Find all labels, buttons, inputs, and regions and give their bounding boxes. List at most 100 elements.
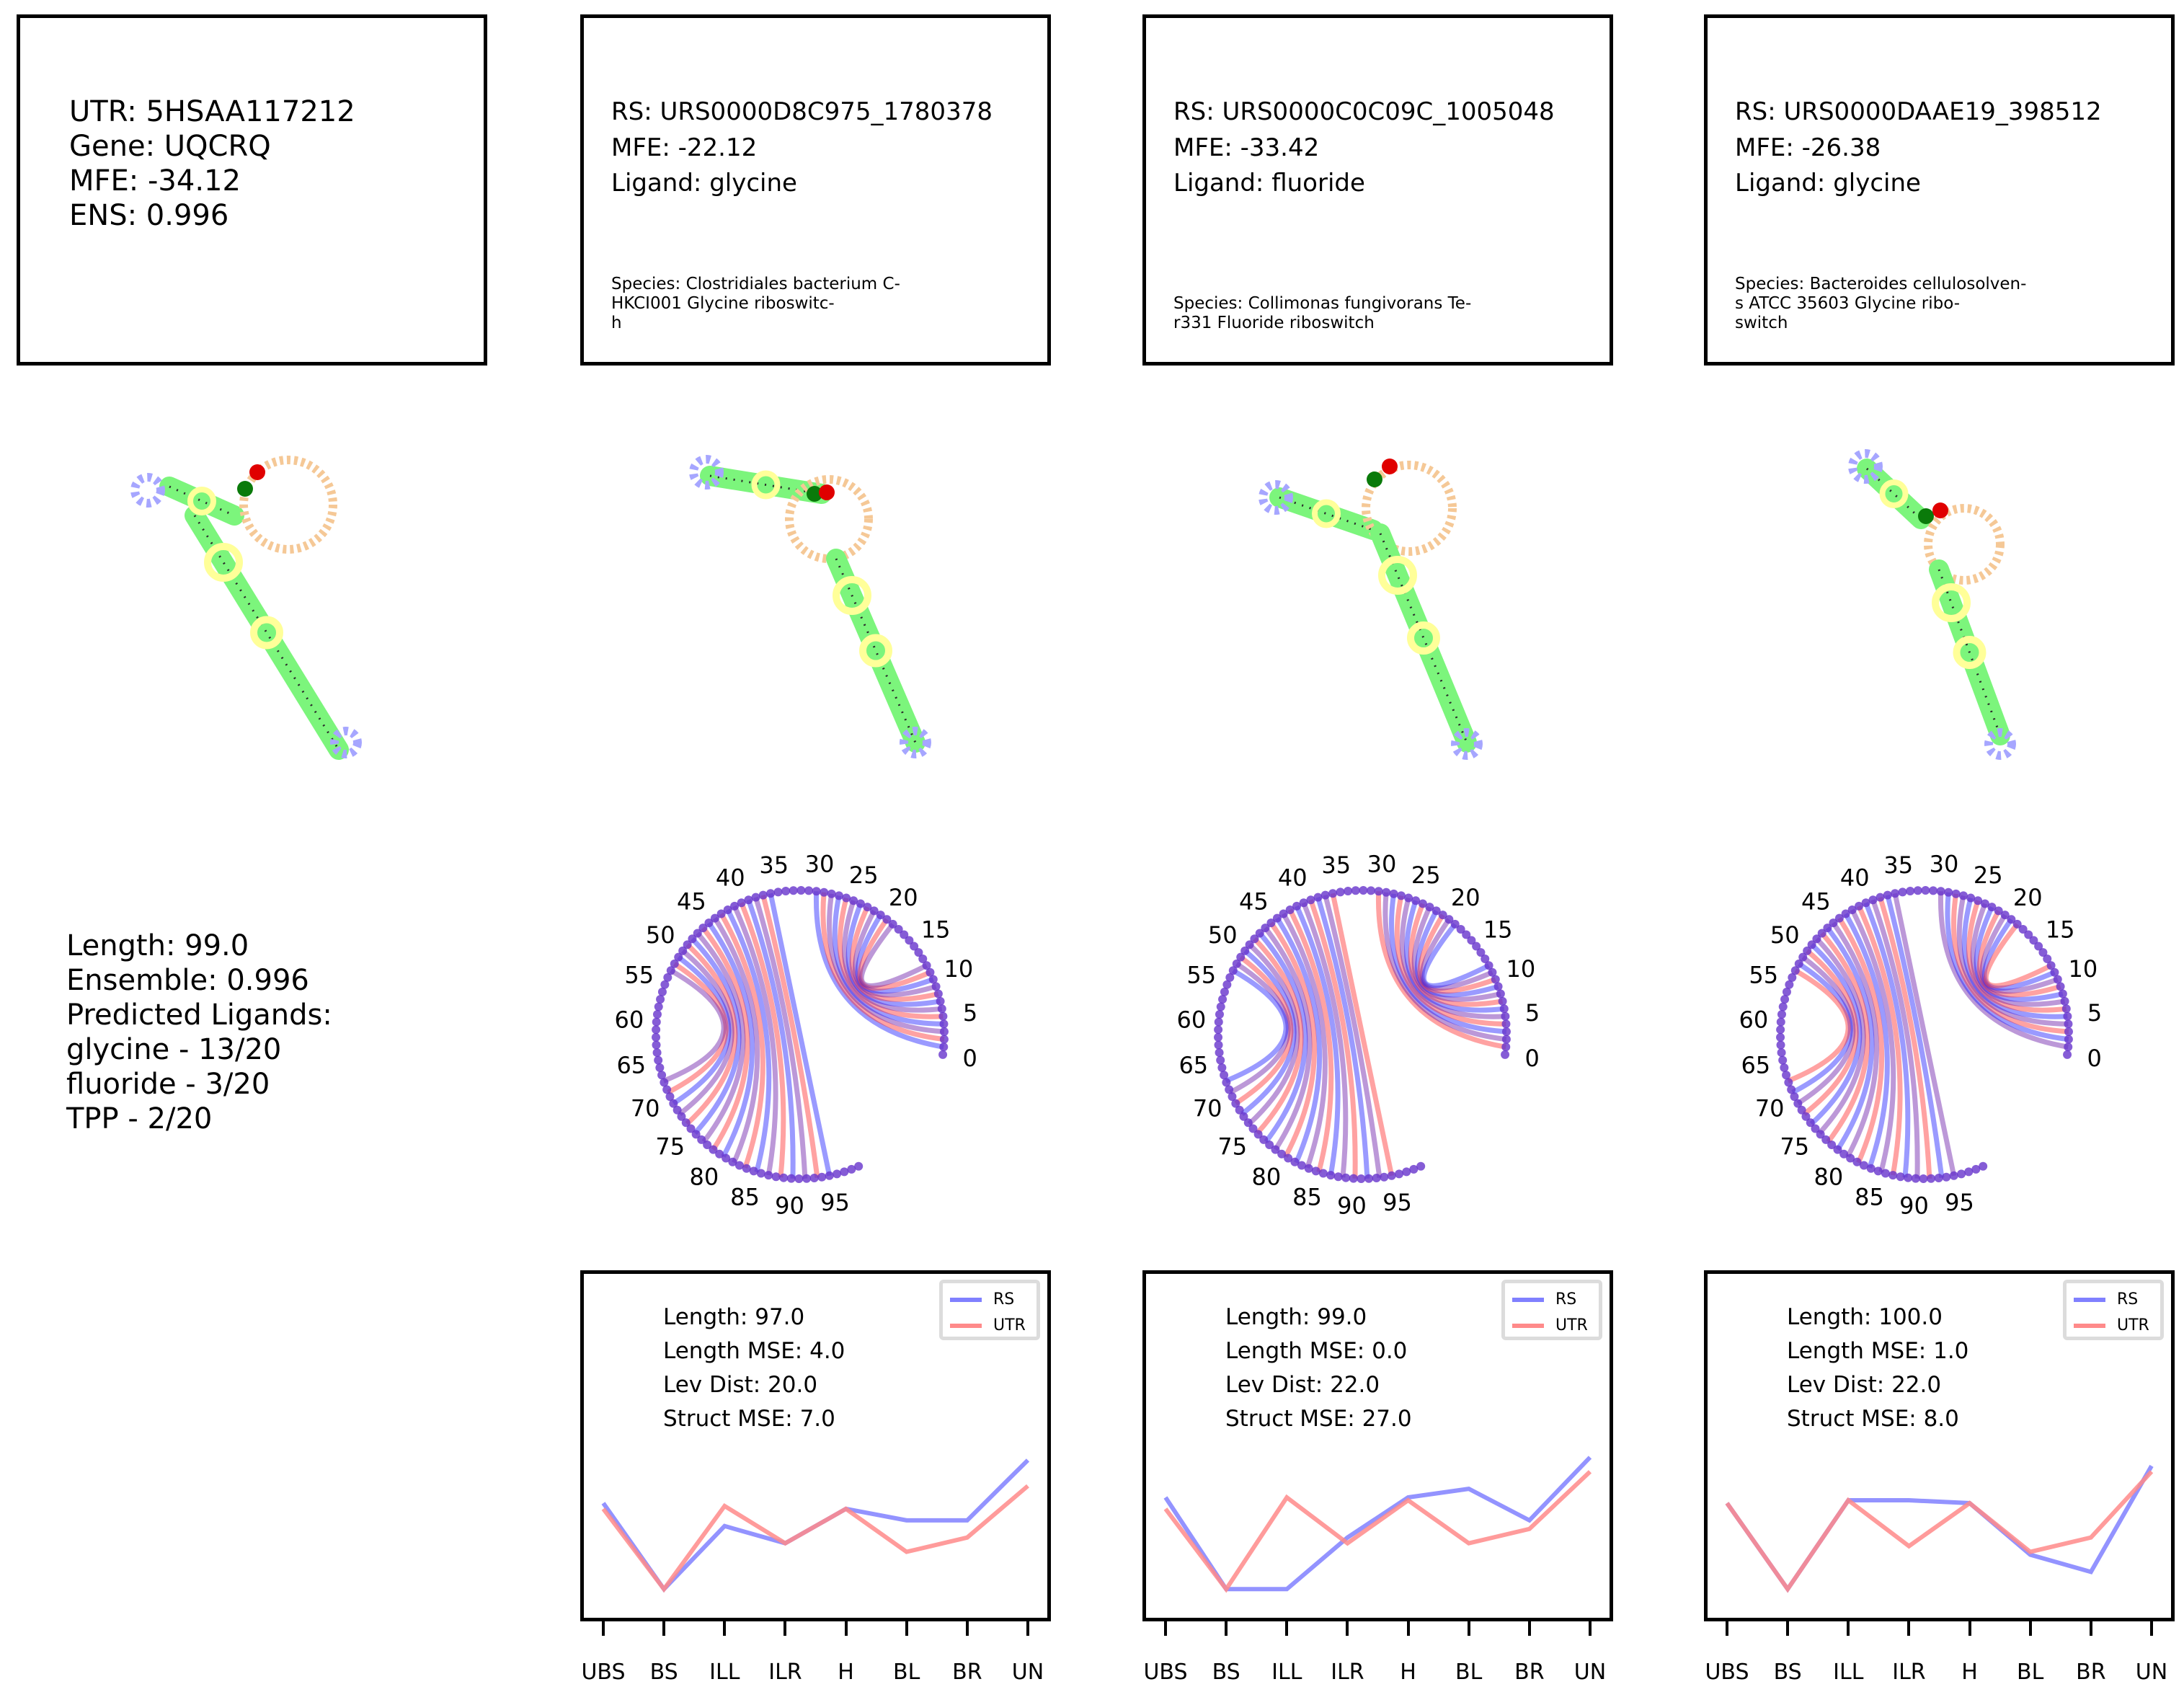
summary-heading: Predicted Ligands: <box>66 998 332 1032</box>
position-label: 25 <box>849 862 879 889</box>
x-tick-label: UBS <box>581 1660 626 1685</box>
nucleotide-dot <box>1411 896 1421 905</box>
position-label: 70 <box>631 1094 660 1122</box>
position-label: 25 <box>1411 862 1441 889</box>
nucleotide-dot <box>1942 1172 1951 1182</box>
stem-segment <box>826 549 925 753</box>
nucleotide-dot <box>1236 952 1246 962</box>
x-tick-mark <box>662 1621 666 1636</box>
base-pair-arc <box>1974 905 2064 1002</box>
summary-ligand: fluoride - 3/20 <box>66 1068 270 1101</box>
nucleotide-dot <box>1782 1071 1791 1080</box>
position-label: 95 <box>1382 1189 1412 1216</box>
x-tick-mark <box>1285 1621 1289 1636</box>
nucleotide-dot <box>1389 889 1398 898</box>
nucleotide-dot <box>1790 966 1800 975</box>
nucleotide-dot <box>674 952 683 962</box>
base-pair-arc <box>845 903 941 1007</box>
x-tick-label: BL <box>1455 1660 1483 1685</box>
nucleotide-dot <box>1431 906 1441 916</box>
nucleotide-dot <box>1790 1092 1799 1102</box>
position-label: 0 <box>1525 1045 1540 1072</box>
nucleotide-dot <box>688 934 697 944</box>
nucleotide-dot <box>2056 982 2065 991</box>
x-tick-mark <box>1406 1621 1410 1636</box>
position-label: 20 <box>1451 884 1481 911</box>
nucleotide-dot <box>1881 1169 1890 1178</box>
nucleotide-dot <box>1235 1105 1244 1115</box>
position-label: 35 <box>1883 851 1913 879</box>
rs-ligand: Ligand: glycine <box>611 169 797 198</box>
nucleotide-dot <box>856 899 865 908</box>
nucleotide-dot <box>1285 905 1295 914</box>
rs-ligand: Ligand: glycine <box>1735 169 1921 198</box>
nucleotide-dot <box>1418 899 1427 908</box>
nucleotide-dot <box>1927 1174 1936 1183</box>
base-pair-arc <box>1389 893 1507 1035</box>
rs-info-box-1: RS: URS0000D8C975_1780378 MFE: -22.12 Li… <box>580 14 1051 366</box>
position-label: 65 <box>1741 1051 1770 1079</box>
position-label: 95 <box>1945 1189 1974 1216</box>
base-pair-arc <box>678 949 734 1116</box>
nucleotide-dot <box>1297 1161 1306 1170</box>
base-pair-arc <box>1843 912 1890 1169</box>
base-pair-arc <box>760 894 820 1179</box>
metric-lev-dist: Lev Dist: 22.0 <box>1787 1372 1942 1398</box>
rs-series-line <box>1163 1456 1592 1592</box>
rs-mfe: MFE: -26.38 <box>1735 133 1881 162</box>
x-tick-label: BS <box>649 1660 678 1685</box>
interior-loop <box>1407 621 1440 655</box>
base-pair-arc <box>1274 916 1323 1164</box>
nucleotide-dot <box>1349 1174 1358 1183</box>
nucleotide-dot <box>660 1078 669 1087</box>
nucleotide-dot <box>1444 915 1454 924</box>
nucleotide-dot <box>1501 1050 1510 1059</box>
rs-species: Species: Collimonas fungivorans Te- <box>1173 294 1472 313</box>
nucleotide-dot <box>820 887 829 897</box>
nucleotide-dot <box>1785 980 1794 989</box>
nucleotide-dot <box>1778 1055 1788 1065</box>
position-label: 45 <box>1239 888 1269 916</box>
nucleotide-dot <box>1852 1157 1862 1166</box>
hairpin-loop <box>1848 449 1883 484</box>
nucleotide-dot <box>1277 1149 1287 1159</box>
nucleotide-dot <box>1493 982 1503 991</box>
nucleotide-dot <box>2043 955 2052 964</box>
nucleotide-dot <box>939 1035 949 1044</box>
position-label: 5 <box>1525 999 1540 1027</box>
stem-bases <box>835 558 917 743</box>
x-tick-mark <box>2028 1621 2032 1636</box>
x-tick-mark <box>1527 1621 1531 1636</box>
nucleotide-dot <box>781 886 791 895</box>
rs-species: s ATCC 35603 Glycine ribo- <box>1735 294 1960 313</box>
nucleotide-dot <box>817 1172 827 1182</box>
base-pair-arc <box>1870 899 1920 1179</box>
position-label: 65 <box>1178 1051 1208 1079</box>
position-label: 30 <box>1367 851 1397 878</box>
metric-struct-mse: Struct MSE: 7.0 <box>663 1406 835 1432</box>
nucleotide-dot <box>1906 886 1915 895</box>
nucleotide-dot <box>1333 1172 1343 1182</box>
nucleotide-dot <box>910 942 919 951</box>
legend-utr-swatch <box>950 1324 982 1328</box>
nucleotide-dot <box>1803 946 1812 955</box>
rs-id: RS: URS0000C0C09C_1005048 <box>1173 97 1555 126</box>
base-pair-arc <box>1417 913 1496 994</box>
nucleotide-dot <box>1957 1169 1966 1179</box>
nucleotide-dot <box>709 1145 718 1154</box>
chart-legend: RS UTR <box>2063 1280 2164 1340</box>
nucleotide-dot <box>1225 1085 1234 1094</box>
nucleotide-dot <box>2038 948 2048 957</box>
nucleotide-dot <box>2053 975 2062 984</box>
nucleotide-dot <box>1776 1017 1785 1027</box>
base-pair-arc <box>1323 894 1382 1179</box>
position-label: 70 <box>1755 1094 1785 1122</box>
base-pair-arc <box>1787 968 1851 1084</box>
nucleotide-dot <box>802 1174 812 1183</box>
nucleotide-dot <box>1214 1032 1223 1042</box>
nucleotide-dot <box>1380 1172 1389 1182</box>
stem-bases <box>1279 496 1374 531</box>
summary-length: Length: 99.0 <box>66 929 249 962</box>
nucleotide-dot <box>1833 1145 1842 1154</box>
nucleotide-dot <box>1949 1171 1958 1180</box>
